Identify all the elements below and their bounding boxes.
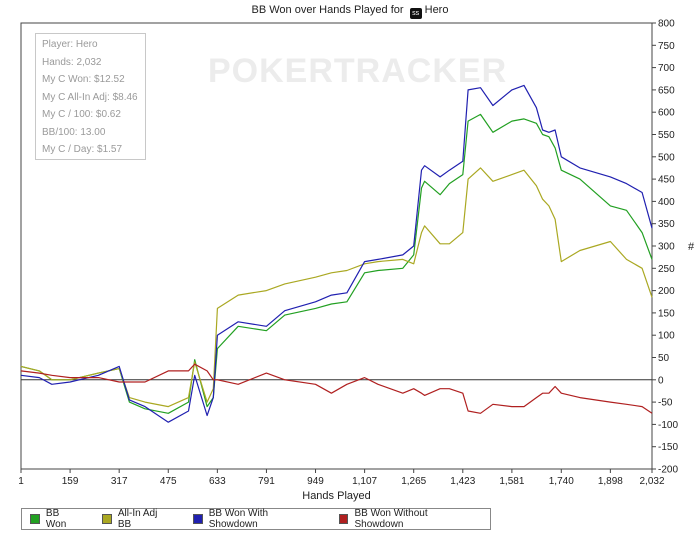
y-tick-label: 200: [658, 286, 675, 297]
stat-per-day: My C / Day: $1.57: [42, 144, 123, 155]
legend-label-all-in-adj: All-In Adj BB: [117, 508, 158, 530]
x-tick-label: 1,898: [598, 476, 623, 487]
legend-swatch-all-in-adj: [101, 514, 112, 524]
x-tick-label: 633: [209, 476, 226, 487]
legend-label-with-showdown: BB Won With Showdown: [208, 508, 269, 530]
title-prefix: BB Won over Hands Played for: [251, 4, 404, 16]
x-tick-label: 317: [111, 476, 128, 487]
y-tick-label: 800: [658, 19, 675, 30]
x-tick-label: 2,032: [639, 476, 664, 487]
y-tick-label: 550: [658, 130, 675, 141]
x-tick-label: 1,107: [352, 476, 377, 487]
y-tick-label: 650: [658, 85, 675, 96]
x-tick-label: 1: [18, 476, 24, 487]
stats-box: Player: Hero Hands: 2,032 My C Won: $12.…: [35, 33, 146, 160]
series-line-1: [20, 167, 653, 408]
y-tick-label: 600: [658, 108, 675, 119]
pokertracker-watermark: POKERTRACKER: [208, 52, 508, 90]
y-tick-label: 100: [658, 331, 675, 342]
x-axis-title: Hands Played: [302, 490, 371, 502]
y-tick-label: -150: [658, 442, 678, 453]
chart-legend: BB Won All-In Adj BB BB Won With Showdow…: [21, 508, 491, 530]
y-tick-label: 50: [658, 353, 670, 364]
legend-item-without-showdown[interactable]: BB Won Without Showdown: [338, 508, 478, 530]
legend-swatch-with-showdown: [192, 514, 203, 524]
stat-allin-adj: My C All-In Adj: $8.46: [42, 91, 138, 103]
chart-title: BB Won over Hands Played for ss Hero: [0, 4, 700, 19]
stat-hands: Hands: 2,032: [42, 56, 102, 68]
stat-player: Player: Hero: [42, 39, 98, 50]
legend-item-all-in-adj[interactable]: All-In Adj BB: [101, 508, 173, 530]
y-tick-label: 750: [658, 41, 675, 52]
x-tick-label: 1,423: [450, 476, 475, 487]
x-tick-label: 791: [258, 476, 275, 487]
y-axis-title: #: [688, 241, 695, 253]
x-tick-label: 475: [160, 476, 177, 487]
y-tick-label: -100: [658, 420, 678, 431]
x-tick-label: 1,581: [499, 476, 524, 487]
stat-bb-100: BB/100: 13.00: [42, 126, 106, 138]
player-site-icon: ss: [409, 8, 422, 19]
y-tick-label: -50: [658, 398, 673, 409]
x-tick-label: 1,740: [549, 476, 574, 487]
title-player: Hero: [424, 4, 449, 16]
y-tick-label: 0: [658, 375, 664, 386]
y-tick-label: 300: [658, 242, 675, 253]
stat-won: My C Won: $12.52: [42, 74, 125, 85]
x-tick-label: 1,265: [401, 476, 426, 487]
legend-swatch-bb-won: [30, 514, 40, 524]
legend-swatch-without-showdown: [338, 514, 349, 524]
y-tick-label: 450: [658, 175, 675, 186]
series-line-3: [20, 363, 653, 414]
y-tick-label: 700: [658, 63, 675, 74]
y-tick-label: 400: [658, 197, 675, 208]
y-tick-label: 500: [658, 152, 675, 163]
legend-item-bb-won[interactable]: BB Won: [30, 508, 82, 530]
y-tick-label: 150: [658, 308, 675, 319]
x-tick-label: 949: [307, 476, 324, 487]
legend-item-with-showdown[interactable]: BB Won With Showdown: [192, 508, 319, 530]
stat-per-100: My C / 100: $0.62: [42, 109, 121, 120]
y-tick-label: 250: [658, 264, 675, 275]
legend-label-without-showdown: BB Won Without Showdown: [354, 508, 428, 530]
legend-label-bb-won: BB Won: [45, 508, 67, 530]
x-tick-label: 159: [62, 476, 79, 487]
y-tick-label: 350: [658, 219, 675, 230]
y-tick-label: -200: [658, 465, 678, 476]
series-line-2: [20, 84, 653, 423]
